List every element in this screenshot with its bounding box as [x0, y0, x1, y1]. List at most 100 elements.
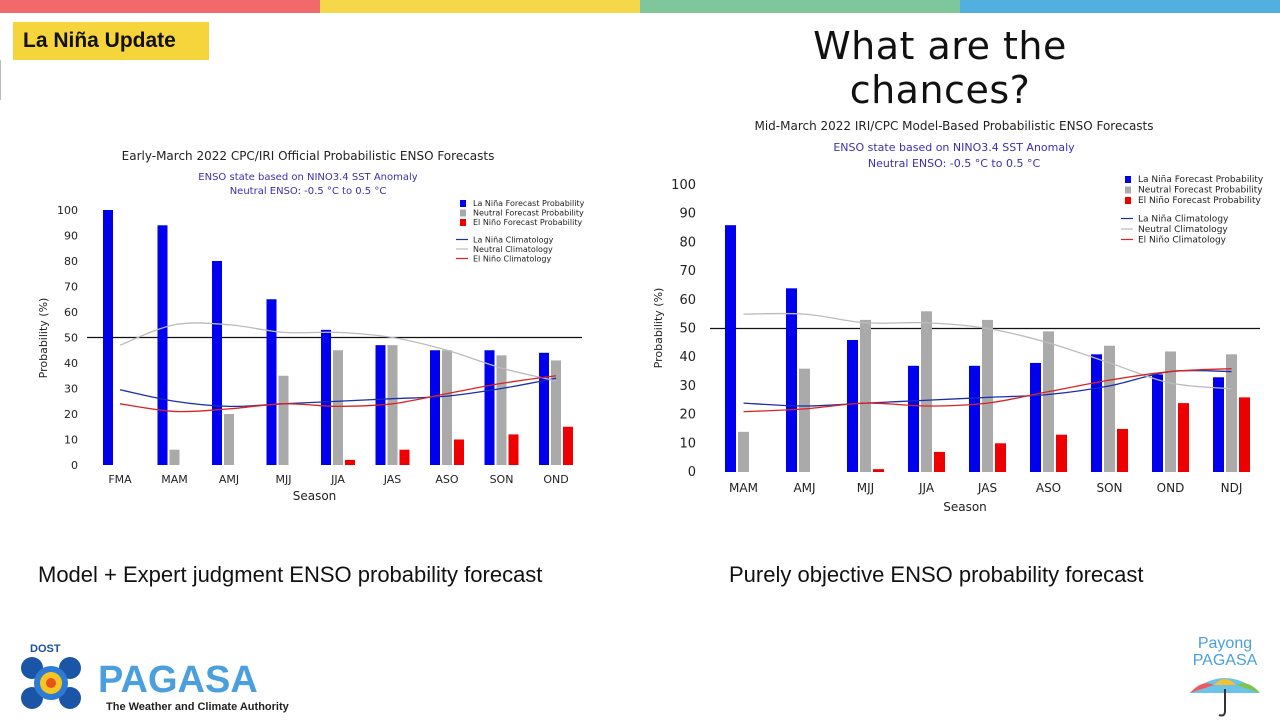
y-tick-label: 40 [679, 350, 696, 365]
y-tick-label: 70 [64, 281, 78, 294]
bar-neutral [224, 414, 234, 465]
y-axis-label: Probability (%) [37, 298, 50, 379]
x-tick-label: FMA [108, 473, 132, 486]
bar-neutral [1104, 345, 1115, 472]
y-tick-label: 70 [679, 264, 696, 279]
bar-la-nina [212, 261, 222, 465]
legend-label: El Niño Climatology [473, 255, 551, 264]
legend-label: Neutral Climatology [1138, 225, 1228, 235]
bar-neutral [1226, 354, 1237, 472]
bar-el-nino [454, 439, 464, 465]
pagasa-logo: DOST PAGASA The Weather and Climate Auth… [21, 643, 290, 713]
x-tick-label: AMJ [219, 473, 239, 486]
bar-neutral [982, 319, 993, 472]
bar-el-nino [1239, 397, 1250, 472]
legend-label: El Niño Forecast Probability [1138, 196, 1262, 206]
bar-la-nina [1152, 374, 1163, 472]
x-tick-label: SON [1096, 481, 1122, 495]
bar-el-nino [873, 469, 884, 472]
climatology-line-neutral [743, 312, 1232, 390]
climatology-line-el-nino [119, 375, 557, 413]
bar-la-nina [484, 350, 495, 465]
bar-la-nina [1213, 377, 1224, 472]
y-tick-label: 80 [679, 235, 696, 250]
y-tick-label: 90 [64, 230, 78, 243]
bar-neutral [169, 449, 180, 465]
bar-el-nino [934, 451, 945, 472]
bar-neutral [442, 350, 452, 465]
bar-neutral [1165, 351, 1176, 472]
chart-subtitle: Neutral ENSO: -0.5 °C to 0.5 °C [868, 157, 1041, 170]
legend-label: La Niña Forecast Probability [473, 199, 585, 208]
x-tick-label: JJA [330, 473, 345, 486]
legend-swatch [460, 219, 466, 226]
top-bar-segment-blue [960, 0, 1280, 13]
y-tick-label: 50 [64, 332, 78, 345]
x-tick-label: OND [543, 473, 568, 486]
x-tick-label: JAS [977, 481, 997, 495]
bar-la-nina [786, 288, 797, 472]
bar-la-nina [908, 365, 919, 472]
legend-label: El Niño Forecast Probability [473, 218, 582, 227]
bar-el-nino [345, 459, 355, 465]
chart-title: Early-March 2022 CPC/IRI Official Probab… [122, 149, 495, 163]
climatology-line-la-nina [119, 377, 557, 408]
y-tick-label: 100 [671, 178, 696, 193]
legend-swatch [460, 200, 466, 207]
x-tick-label: OND [1157, 481, 1185, 495]
legend-label: La Niña Climatology [473, 236, 554, 245]
bar-el-nino [563, 426, 573, 465]
y-tick-label: 80 [64, 255, 78, 268]
y-axis-label: Probability (%) [652, 288, 665, 369]
bar-la-nina [157, 225, 168, 465]
bar-neutral [738, 431, 749, 472]
bar-la-nina [1091, 354, 1102, 472]
bar-la-nina [430, 350, 440, 465]
top-bar-segment-yellow [320, 0, 640, 13]
bar-la-nina [103, 210, 113, 465]
dost-label: DOST [30, 643, 61, 655]
bar-neutral [387, 345, 398, 465]
legend-swatch [1125, 197, 1131, 204]
y-tick-label: 100 [57, 204, 78, 217]
legend-label: La Niña Climatology [1138, 215, 1229, 225]
slide-heading: What are the chances? [813, 24, 1067, 112]
x-axis-label: Season [293, 489, 337, 503]
y-tick-label: 0 [688, 465, 696, 480]
y-tick-label: 0 [71, 459, 78, 472]
chart-subtitle: ENSO state based on NINO3.4 SST Anomaly [833, 141, 1075, 154]
y-tick-label: 10 [64, 434, 78, 447]
legend-swatch [460, 209, 466, 217]
bar-el-nino [1178, 403, 1189, 472]
climatology-line-el-nino [743, 368, 1232, 413]
y-tick-label: 10 [679, 436, 696, 451]
bar-la-nina [321, 329, 331, 465]
bar-la-nina [725, 225, 736, 472]
legend-label: El Niño Climatology [1138, 236, 1227, 246]
bar-el-nino [508, 434, 519, 465]
la-nina-update-badge: La Niña Update [13, 22, 209, 60]
top-bar-segment-green [640, 0, 960, 13]
x-tick-label: SON [490, 473, 514, 486]
bar-neutral [860, 319, 871, 472]
top-color-bar [0, 0, 1280, 13]
caption-left: Model + Expert judgment ENSO probability… [38, 562, 543, 587]
payong-pagasa-logo: Payong PAGASA [1190, 635, 1260, 717]
x-tick-label: ASO [1036, 481, 1061, 495]
umbrella-icon [1190, 678, 1260, 693]
x-tick-label: JAS [383, 473, 402, 486]
chart-subtitle: ENSO state based on NINO3.4 SST Anomaly [198, 172, 417, 183]
x-tick-label: MJJ [857, 481, 874, 495]
bar-la-nina [847, 339, 858, 472]
bar-neutral [799, 368, 810, 472]
legend-label: La Niña Forecast Probability [1138, 175, 1264, 185]
mid-march-forecast-chart: Mid-March 2022 IRI/CPC Model-Based Proba… [652, 119, 1264, 514]
legend-label: Neutral Forecast Probability [473, 209, 584, 218]
early-march-forecast-chart: Early-March 2022 CPC/IRI Official Probab… [37, 149, 585, 503]
y-tick-label: 60 [64, 306, 78, 319]
bar-neutral [333, 350, 343, 465]
bar-neutral [496, 355, 507, 465]
bar-la-nina [539, 352, 549, 465]
bar-el-nino [1056, 434, 1067, 472]
bar-el-nino [995, 443, 1006, 472]
